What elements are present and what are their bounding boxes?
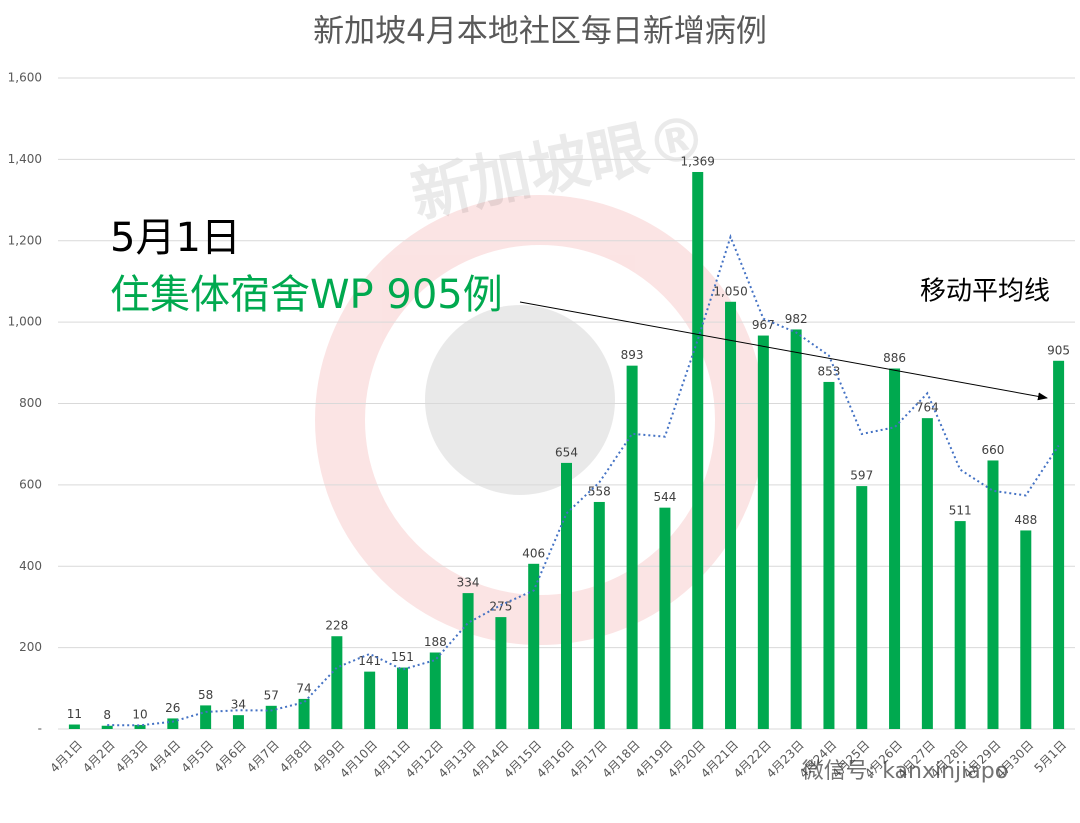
x-tick-label: 4月4日 [146, 738, 184, 776]
value-label: 967 [752, 318, 775, 332]
bar [823, 381, 835, 729]
value-label: 488 [1014, 513, 1037, 527]
value-label: 982 [785, 312, 808, 326]
value-label: 11 [67, 707, 82, 721]
value-label: 511 [949, 504, 972, 518]
value-label: 1,050 [713, 284, 747, 298]
value-label: 406 [522, 546, 545, 560]
x-tick-label: 4月8日 [277, 738, 315, 776]
value-label: 141 [358, 654, 381, 668]
bar [298, 698, 310, 729]
annotation: 住集体宿舍WP 905例 [110, 272, 503, 318]
bar [856, 486, 868, 729]
bar [987, 460, 999, 729]
value-label: 8 [103, 708, 111, 722]
bar [528, 563, 540, 729]
bar [265, 705, 277, 729]
value-label: 151 [391, 650, 414, 664]
x-tick-label: 5月1日 [1032, 738, 1070, 776]
value-label: 886 [883, 351, 906, 365]
x-tick-label: 4月5日 [179, 738, 217, 776]
bar [68, 724, 80, 729]
bar [167, 718, 179, 729]
y-tick-label: 1,400 [8, 152, 42, 166]
bar [396, 667, 408, 729]
bar [561, 462, 572, 729]
value-label: 228 [325, 619, 348, 633]
x-tick-label: 4月6日 [211, 738, 249, 776]
value-label: 660 [982, 443, 1005, 457]
bar [364, 671, 376, 729]
value-label: 58 [198, 688, 213, 702]
bar [101, 725, 113, 729]
value-label: 1,369 [681, 154, 715, 168]
bar [626, 365, 638, 729]
arrow [519, 301, 1048, 401]
value-label: 597 [850, 469, 873, 483]
value-label: 334 [457, 576, 480, 590]
y-tick-label: - [38, 722, 42, 736]
value-label: 57 [264, 688, 279, 702]
x-tick-label: 4月1日 [47, 738, 85, 776]
bar [790, 329, 802, 729]
bar [429, 652, 441, 729]
y-tick-label: 1,600 [8, 71, 42, 85]
chart-title: 新加坡4月本地社区每日新增病例 [313, 14, 767, 50]
value-label: 275 [489, 600, 512, 614]
value-label: 10 [132, 707, 147, 721]
bar [331, 636, 343, 729]
x-tick-label: 4月7日 [244, 738, 282, 776]
bar [692, 171, 704, 729]
bar [232, 715, 244, 729]
bar [725, 301, 737, 729]
bar [593, 501, 605, 729]
value-label: 853 [817, 364, 840, 378]
trend-line [107, 233, 1060, 727]
legend-label: 移动平均线 [920, 277, 1050, 307]
bar [134, 724, 146, 729]
value-label: 558 [588, 484, 611, 498]
bar [1053, 360, 1065, 729]
value-label: 905 [1047, 343, 1070, 357]
bar [462, 593, 474, 729]
value-label: 764 [916, 401, 939, 415]
y-tick-label: 1,200 [8, 233, 42, 247]
value-label: 188 [424, 635, 447, 649]
value-label: 544 [653, 490, 676, 504]
y-tick-label: 600 [19, 477, 42, 491]
x-tick-label: 4月3日 [113, 738, 151, 776]
x-tick-label: 4月2日 [80, 738, 118, 776]
watermark-logo [315, 195, 765, 645]
bar [1020, 530, 1032, 729]
value-label: 893 [621, 348, 644, 362]
bar [954, 521, 966, 729]
bar [200, 705, 212, 729]
y-tick-label: 800 [19, 396, 42, 410]
bar [921, 418, 933, 729]
watermark: 微信号: kanxinjiapo [802, 759, 1008, 784]
bar [659, 507, 671, 729]
bar [495, 617, 507, 729]
value-label: 34 [231, 698, 246, 712]
value-label: 74 [296, 681, 311, 695]
annotation: 5月1日 [110, 215, 241, 261]
y-tick-label: 1,000 [8, 315, 42, 329]
bar [757, 335, 769, 729]
bar [889, 368, 901, 729]
value-label: 654 [555, 445, 578, 459]
y-tick-label: 200 [19, 640, 42, 654]
value-label: 26 [165, 701, 180, 715]
y-tick-label: 400 [19, 559, 42, 573]
